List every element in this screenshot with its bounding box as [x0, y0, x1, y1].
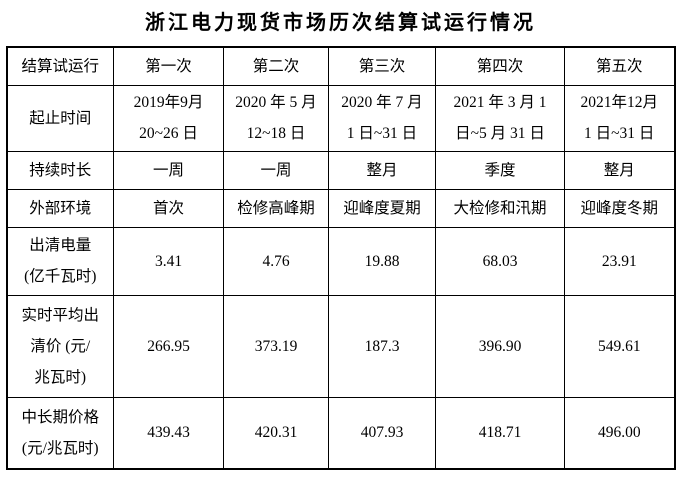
table-cell: 373.19	[223, 294, 329, 398]
table-cell: 一周	[113, 150, 224, 190]
table-cell: 4.76	[223, 226, 329, 296]
row-label-mid-long-term-price: 中长期价格 (元/兆瓦时)	[6, 396, 114, 470]
table-row: 出清电量 (亿千瓦时) 3.41 4.76 19.88 68.03 23.91	[6, 226, 675, 296]
header-row: 结算试运行 第一次 第二次 第三次 第四次 第五次	[6, 46, 675, 86]
table-cell: 2019年9月 20~26 日	[113, 84, 224, 152]
header-run-2: 第二次	[223, 46, 329, 86]
table-cell: 2021 年 3 月 1 日~5 月 31 日	[435, 84, 565, 152]
table-cell: 549.61	[564, 294, 675, 398]
table-cell: 整月	[328, 150, 436, 190]
table-cell: 420.31	[223, 396, 329, 470]
table-cell: 266.95	[113, 294, 224, 398]
table-cell: 396.90	[435, 294, 565, 398]
table-cell: 439.43	[113, 396, 224, 470]
table-cell: 187.3	[328, 294, 436, 398]
table-cell: 季度	[435, 150, 565, 190]
table-cell: 大检修和汛期	[435, 188, 565, 228]
table-row: 持续时长 一周 一周 整月 季度 整月	[6, 150, 675, 190]
header-run-5: 第五次	[564, 46, 675, 86]
table-cell: 2020 年 5 月 12~18 日	[223, 84, 329, 152]
table-cell: 23.91	[564, 226, 675, 296]
row-label-realtime-avg-clearing-price: 实时平均出 清价 (元/ 兆瓦时)	[6, 294, 114, 398]
row-label-duration: 持续时长	[6, 150, 114, 190]
table-row: 外部环境 首次 检修高峰期 迎峰度夏期 大检修和汛期 迎峰度冬期	[6, 188, 675, 228]
header-run-4: 第四次	[435, 46, 565, 86]
table-cell: 496.00	[564, 396, 675, 470]
table-row: 实时平均出 清价 (元/ 兆瓦时) 266.95 373.19 187.3 39…	[6, 294, 675, 398]
table-cell: 407.93	[328, 396, 436, 470]
header-settlement-trial-run: 结算试运行	[6, 46, 114, 86]
table-row: 起止时间 2019年9月 20~26 日 2020 年 5 月 12~18 日 …	[6, 84, 675, 152]
row-label-cleared-energy: 出清电量 (亿千瓦时)	[6, 226, 114, 296]
table-cell: 一周	[223, 150, 329, 190]
table-cell: 整月	[564, 150, 675, 190]
header-run-3: 第三次	[328, 46, 436, 86]
table-cell: 首次	[113, 188, 224, 228]
table-row: 中长期价格 (元/兆瓦时) 439.43 420.31 407.93 418.7…	[6, 396, 675, 470]
row-label-external-environment: 外部环境	[6, 188, 114, 228]
settlement-trial-table: 结算试运行 第一次 第二次 第三次 第四次 第五次 起止时间 2019年9月 2…	[5, 46, 676, 470]
header-run-1: 第一次	[113, 46, 224, 86]
table-cell: 19.88	[328, 226, 436, 296]
table-cell: 418.71	[435, 396, 565, 470]
table-cell: 68.03	[435, 226, 565, 296]
table-cell: 3.41	[113, 226, 224, 296]
table-cell: 迎峰度夏期	[328, 188, 436, 228]
table-cell: 迎峰度冬期	[564, 188, 675, 228]
table-cell: 检修高峰期	[223, 188, 329, 228]
table-cell: 2021年12月 1 日~31 日	[564, 84, 675, 152]
table-title: 浙江电力现货市场历次结算试运行情况	[145, 12, 536, 34]
table-cell: 2020 年 7 月 1 日~31 日	[328, 84, 436, 152]
row-label-start-end-time: 起止时间	[6, 84, 114, 152]
